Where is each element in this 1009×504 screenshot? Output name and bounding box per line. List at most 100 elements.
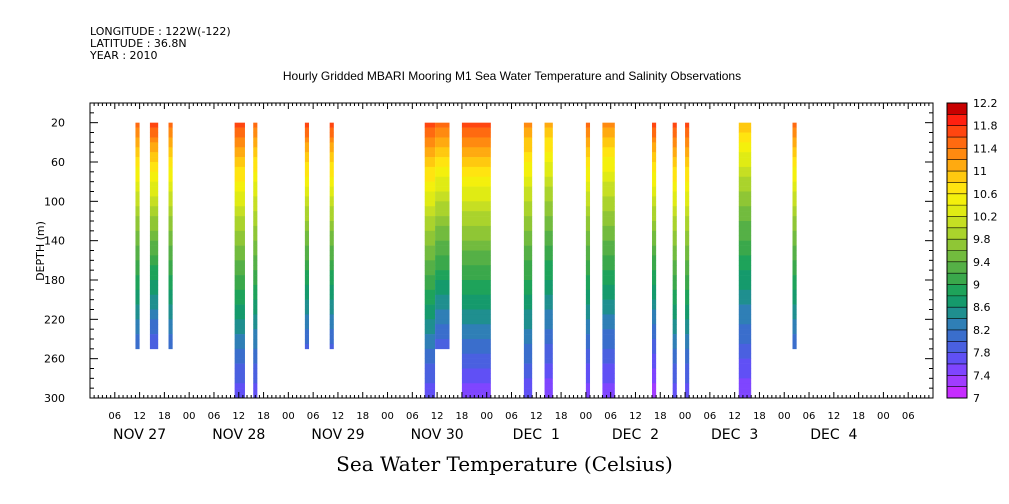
data-cell (672, 299, 677, 305)
data-cell (672, 383, 677, 389)
colorbar-swatch (947, 103, 967, 115)
data-cell (149, 230, 159, 237)
data-cell (168, 142, 173, 148)
data-cell (135, 186, 140, 192)
data-cell (672, 137, 677, 143)
data-cell (685, 334, 690, 340)
colorbar-swatch (947, 307, 967, 319)
data-cell (544, 132, 553, 138)
data-cell (461, 186, 491, 192)
data-cell (685, 142, 690, 148)
data-cell (585, 250, 591, 256)
data-cell (602, 137, 615, 143)
data-cell (585, 388, 591, 394)
data-cell (685, 176, 690, 182)
data-cell (544, 368, 553, 374)
x-tick-label: 12 (332, 411, 345, 422)
x-tick-label: 06 (108, 411, 121, 422)
data-cell (652, 309, 657, 315)
data-cell (544, 230, 553, 237)
data-column-9 (435, 122, 450, 350)
data-cell (523, 373, 533, 379)
data-cell (585, 358, 591, 364)
data-cell (424, 393, 436, 399)
data-cell (672, 201, 677, 207)
data-cell (168, 270, 173, 276)
data-cell (792, 329, 797, 335)
data-cell (424, 284, 436, 291)
data-cell (424, 265, 436, 271)
data-cell (424, 250, 436, 256)
data-cell (149, 157, 159, 163)
data-cell (602, 334, 615, 340)
data-cell (738, 176, 752, 182)
data-cell (424, 181, 436, 187)
data-cell (544, 373, 553, 379)
data-cell (652, 221, 657, 227)
data-cell (738, 289, 752, 296)
data-cell (234, 343, 245, 350)
data-cell (523, 186, 533, 192)
data-column-6 (304, 122, 310, 350)
colorbar-swatch (947, 375, 967, 387)
day-label: NOV 27 (113, 427, 166, 443)
data-cell (149, 132, 159, 138)
data-cell (523, 211, 533, 217)
data-cell (672, 240, 677, 246)
data-cell (234, 388, 245, 394)
data-cell (652, 196, 657, 202)
data-cell (792, 255, 797, 261)
data-cell (792, 309, 797, 315)
data-cell (585, 334, 591, 340)
data-cell (544, 353, 553, 359)
data-cell (304, 127, 310, 133)
data-cell (461, 245, 491, 251)
data-cell (523, 265, 533, 271)
data-cell (602, 383, 615, 389)
data-cell (602, 324, 615, 330)
data-cell (461, 171, 491, 178)
data-cell (544, 270, 553, 276)
data-cell (304, 176, 310, 182)
data-cell (253, 137, 258, 143)
data-cell (461, 265, 491, 271)
data-cell (168, 343, 173, 350)
data-cell (253, 171, 258, 178)
data-cell (329, 230, 334, 237)
data-cell (685, 363, 690, 369)
data-cell (149, 299, 159, 305)
data-cell (168, 206, 173, 212)
data-cell (792, 235, 797, 241)
data-cell (329, 334, 334, 340)
data-cell (792, 294, 797, 300)
data-cell (685, 166, 690, 173)
data-cell (461, 393, 491, 399)
data-cell (234, 186, 245, 192)
data-cell (135, 299, 140, 305)
data-cell (792, 201, 797, 207)
data-cell (672, 368, 677, 374)
data-cell (168, 230, 173, 237)
data-cell (234, 280, 245, 286)
data-cell (234, 147, 245, 153)
data-cell (435, 122, 450, 128)
data-cell (424, 206, 436, 212)
data-cell (602, 201, 615, 207)
data-cell (149, 294, 159, 300)
data-cell (652, 393, 657, 399)
data-cell (435, 270, 450, 276)
data-cell (544, 324, 553, 330)
data-cell (461, 142, 491, 148)
data-cell (168, 280, 173, 286)
data-cell (672, 171, 677, 178)
data-cell (672, 334, 677, 340)
data-cell (329, 289, 334, 296)
data-cell (672, 289, 677, 296)
data-cell (329, 216, 334, 222)
data-cell (585, 373, 591, 379)
data-cell (602, 250, 615, 256)
data-cell (602, 206, 615, 212)
data-cell (602, 348, 615, 355)
data-cell (652, 329, 657, 335)
data-cell (149, 319, 159, 325)
